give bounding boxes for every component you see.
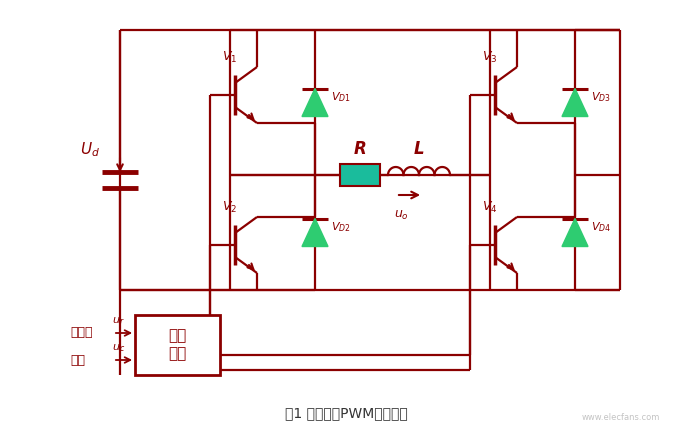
- Text: $V_1$: $V_1$: [222, 49, 237, 64]
- Text: $V_2$: $V_2$: [222, 200, 237, 215]
- Text: L: L: [414, 140, 424, 158]
- Bar: [135, 315, 220, 375]
- Text: $V_4$: $V_4$: [482, 200, 498, 215]
- Text: 载波: 载波: [70, 353, 85, 366]
- Text: 调制: 调制: [168, 329, 187, 344]
- Polygon shape: [562, 89, 588, 117]
- Text: $u_c$: $u_c$: [112, 342, 125, 354]
- Polygon shape: [302, 218, 328, 246]
- Text: 电路: 电路: [168, 347, 187, 362]
- Text: www.elecfans.com: www.elecfans.com: [581, 413, 660, 422]
- Bar: [340, 164, 380, 186]
- Text: $V_{D2}$: $V_{D2}$: [331, 221, 351, 234]
- Text: $u_r$: $u_r$: [112, 315, 125, 327]
- Text: $V_{D1}$: $V_{D1}$: [331, 91, 351, 104]
- Text: $V_{D4}$: $V_{D4}$: [591, 221, 611, 234]
- Text: $V_{D3}$: $V_{D3}$: [591, 91, 611, 104]
- Text: R: R: [354, 140, 366, 158]
- Polygon shape: [302, 89, 328, 117]
- Text: 图1 单相桥式PWM逆变电路: 图1 单相桥式PWM逆变电路: [284, 406, 408, 420]
- Text: 信号波: 信号波: [70, 326, 93, 340]
- Text: $V_3$: $V_3$: [482, 49, 498, 64]
- Text: $U_d$: $U_d$: [80, 141, 100, 160]
- Polygon shape: [562, 218, 588, 246]
- Text: $u_o$: $u_o$: [394, 209, 409, 222]
